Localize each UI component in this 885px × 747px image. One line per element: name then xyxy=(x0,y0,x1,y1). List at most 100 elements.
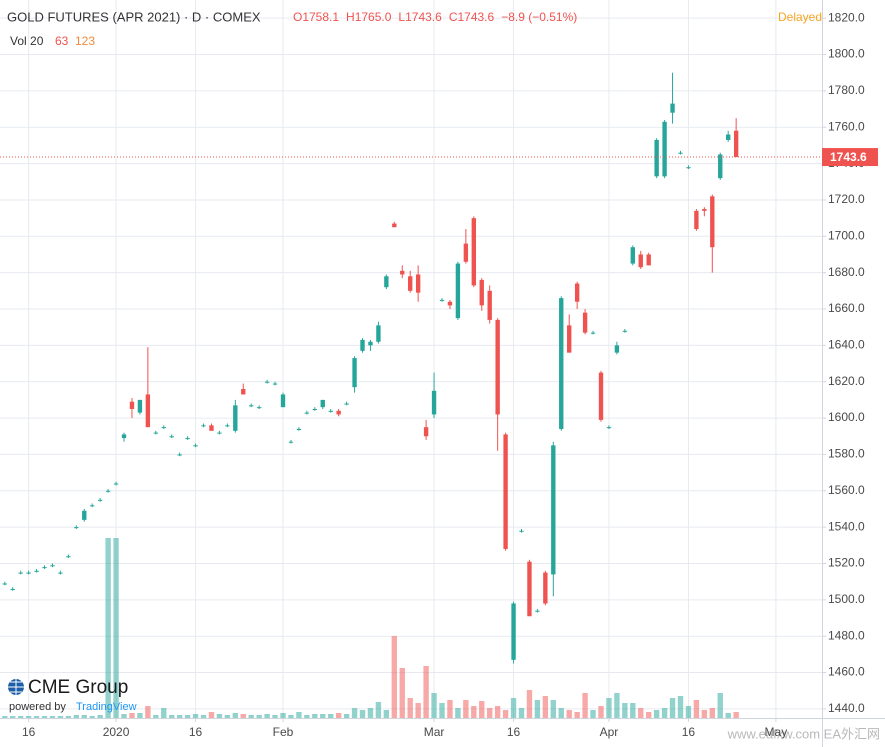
volume-bar xyxy=(646,712,652,718)
volume-bar xyxy=(725,713,731,718)
ohlc-value: −8.9 (−0.51%) xyxy=(501,10,577,24)
candle-body xyxy=(638,254,643,268)
volume-bar xyxy=(733,712,739,718)
candle-body xyxy=(129,401,135,409)
volume-bar xyxy=(351,708,358,718)
volume-bar xyxy=(677,696,684,718)
candle-body xyxy=(90,505,95,507)
candle-body xyxy=(543,572,548,604)
candle-body xyxy=(2,583,7,585)
volume-bar xyxy=(526,690,533,718)
candle-body xyxy=(368,341,373,346)
symbol-title: GOLD FUTURES (APR 2021) · D · COMEX xyxy=(7,9,261,24)
volume-bar xyxy=(65,716,72,718)
candle-body xyxy=(225,425,230,427)
volume-bar xyxy=(447,700,453,718)
volume-bar xyxy=(653,710,660,718)
candle-body xyxy=(376,325,381,342)
x-tick-label: 2020 xyxy=(103,725,130,739)
x-tick-label: Mar xyxy=(424,725,445,739)
volume-bar xyxy=(240,714,246,718)
candle-body xyxy=(66,556,71,558)
candle-body xyxy=(26,572,31,574)
candle-body xyxy=(702,209,707,211)
grid xyxy=(0,0,822,718)
volume-bar xyxy=(415,703,421,718)
candle-body xyxy=(567,325,572,353)
volume-bar xyxy=(312,714,318,718)
volume-ma: 123 xyxy=(75,34,95,48)
candle-body xyxy=(511,603,516,660)
candle-body xyxy=(161,427,166,429)
candle-body xyxy=(670,103,675,113)
candle-body xyxy=(392,223,397,228)
candle-body xyxy=(527,561,532,617)
candle-body xyxy=(193,445,198,447)
candle-body xyxy=(97,499,103,501)
volume-bar xyxy=(335,713,342,718)
candle-body xyxy=(487,290,492,320)
ohlc-value: L1743.6 xyxy=(398,10,442,24)
candle-body xyxy=(272,383,278,385)
candle-body xyxy=(336,410,341,415)
volume-bar xyxy=(375,702,382,718)
volume-bar xyxy=(153,715,159,718)
volume-bar xyxy=(455,708,461,718)
volume-bar xyxy=(280,713,286,718)
volume-bar xyxy=(256,715,262,718)
candle-body xyxy=(431,390,437,415)
volume-bar xyxy=(248,715,254,718)
volume-bar xyxy=(463,700,469,718)
y-tick-label: 1640.0 xyxy=(828,338,865,352)
candle-body xyxy=(408,276,413,291)
candle-body xyxy=(217,432,222,434)
volume-bar xyxy=(399,668,405,718)
volume-bar xyxy=(224,715,231,718)
volume-bar xyxy=(550,700,556,718)
candle-body xyxy=(105,490,111,492)
volume-bar xyxy=(566,710,572,718)
volume-bar xyxy=(439,703,445,718)
volume-bar xyxy=(383,710,390,718)
candle-body xyxy=(344,403,349,405)
logo-powered: powered by xyxy=(9,701,66,713)
y-tick-label: 1700.0 xyxy=(828,228,865,242)
volume-bar xyxy=(296,712,302,718)
candle-body xyxy=(646,254,651,266)
volume-bar xyxy=(630,703,636,718)
volume-bar xyxy=(97,715,103,718)
candle-body xyxy=(153,432,159,434)
volume-bar xyxy=(407,698,413,718)
candle-body xyxy=(447,301,453,306)
volume-bar xyxy=(542,696,549,718)
volume-bar xyxy=(264,714,270,718)
volume-bar xyxy=(367,708,374,718)
candle-body xyxy=(328,410,333,412)
volume-bar xyxy=(606,698,612,718)
last-price-box xyxy=(822,148,878,167)
candle-body xyxy=(694,210,699,230)
candle-body xyxy=(209,425,214,431)
candle-body xyxy=(559,298,564,429)
volume-bar xyxy=(113,538,119,718)
volume-bar xyxy=(2,716,8,718)
candle-body xyxy=(654,139,659,177)
volume-bar xyxy=(614,693,620,718)
volume-bar xyxy=(423,666,429,718)
volume-bar xyxy=(701,710,708,718)
candle-body xyxy=(479,279,484,306)
y-tick-label: 1540.0 xyxy=(828,519,865,533)
x-tick-label: 16 xyxy=(507,725,521,739)
volume-bar xyxy=(25,716,32,718)
y-tick-label: 1720.0 xyxy=(828,192,865,206)
candle-body xyxy=(686,167,691,169)
volume-bar xyxy=(622,703,628,718)
volume-bar xyxy=(137,713,143,718)
volume-bar xyxy=(41,716,48,718)
y-tick-label: 1440.0 xyxy=(828,701,865,715)
y-tick-label: 1680.0 xyxy=(828,265,865,279)
candle-body xyxy=(574,283,580,302)
candle-body xyxy=(18,572,23,574)
x-tick-label: 16 xyxy=(189,725,203,739)
